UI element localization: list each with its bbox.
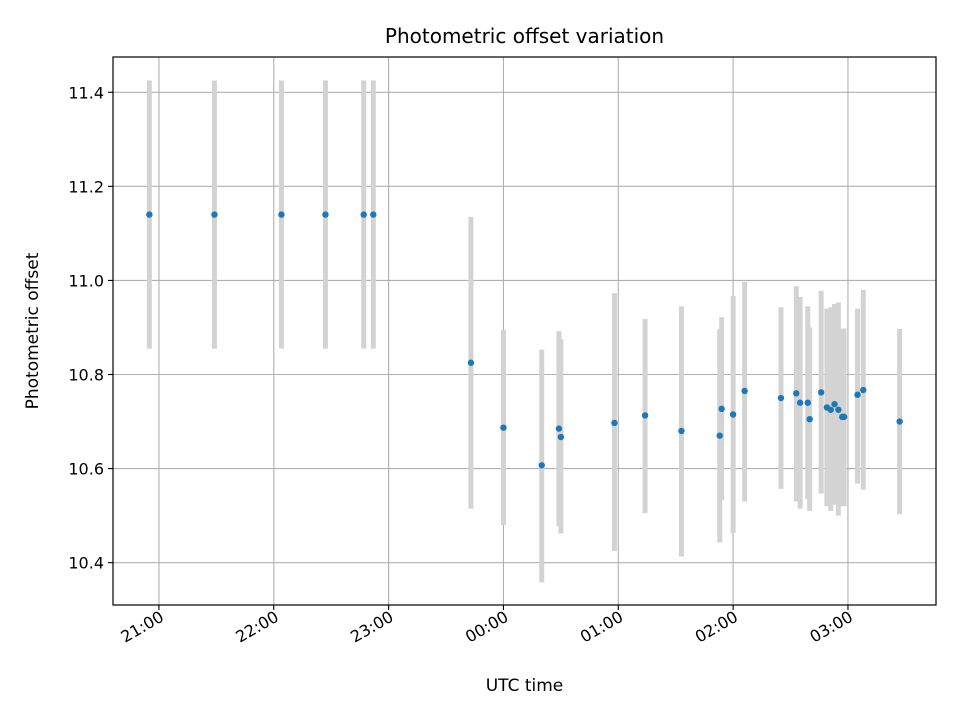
data-point [860,386,867,394]
data-point [729,411,737,418]
data-point [854,391,861,398]
data-point [817,389,825,396]
data-point [557,433,565,441]
data-point [796,399,804,406]
data-point [538,462,545,469]
y-tick-label: 11.0 [68,271,104,290]
data-point [555,425,563,432]
y-tick-label: 10.4 [68,554,104,573]
y-tick-label: 10.8 [68,366,104,385]
data-point [641,412,649,419]
plot-frame [112,56,937,606]
data-point [718,405,725,413]
chart-title: Photometric offset variation [385,24,664,48]
data-point [835,406,842,413]
data-point [840,413,848,421]
data-point [360,211,367,218]
data-point [211,211,218,218]
data-point [278,211,285,218]
data-point [827,406,834,413]
data-point [777,394,785,402]
data-point [678,427,685,435]
data-point [370,211,377,218]
data-point [831,400,838,408]
data-point [500,424,507,431]
y-tick-label: 10.6 [68,460,104,479]
data-point [793,390,800,397]
data-points [146,211,903,469]
data-point [146,211,153,218]
y-tick-label: 11.2 [68,177,104,196]
y-tick-label: 11.4 [68,83,104,102]
data-point [896,418,903,425]
data-point [741,387,748,395]
data-point [467,359,475,366]
y-axis: 10.4 10.6 10.8 11.0 11.2 11.4 [68,83,113,573]
x-axis-label: UTC time [486,676,564,696]
data-point [716,432,723,439]
data-point [806,415,813,423]
data-point [322,211,329,218]
data-point [611,419,618,427]
data-point [804,399,811,406]
y-axis-label: Photometric offset [23,252,43,409]
